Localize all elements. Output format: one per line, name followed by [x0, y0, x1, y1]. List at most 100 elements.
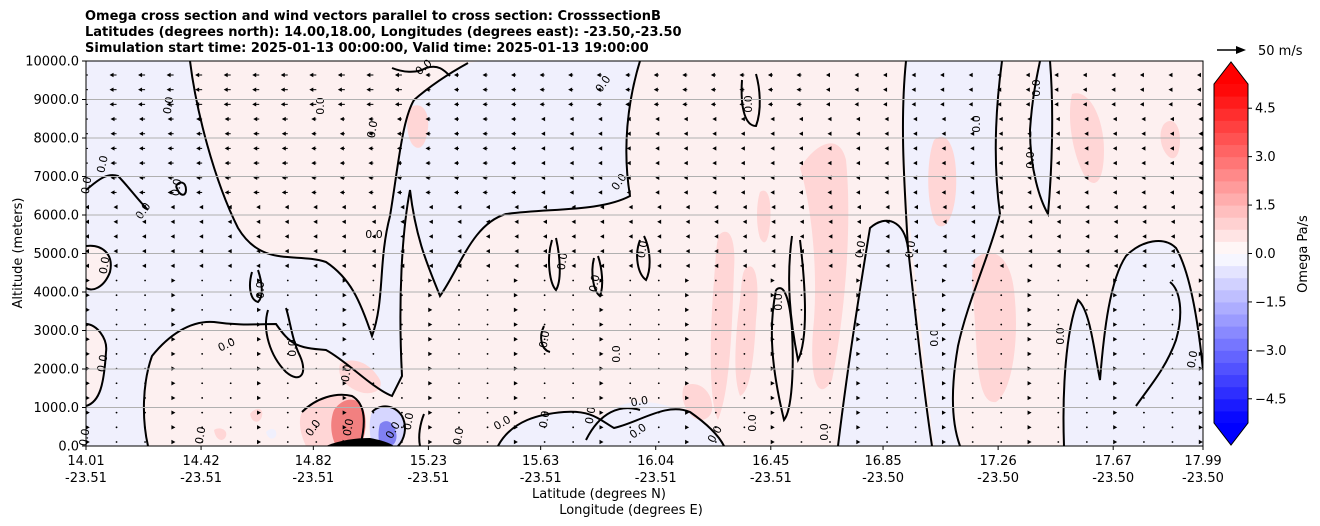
wind-vector [941, 381, 946, 386]
wind-vector [599, 351, 604, 357]
wind-vector [999, 248, 1004, 254]
x-tick-label-latitude: 14.42 [182, 454, 219, 469]
wind-vector [1027, 322, 1032, 327]
contour-label: 0.0 [341, 418, 357, 437]
colorbar-tick-label: −4.5 [1255, 392, 1287, 407]
wind-vector [81, 102, 85, 106]
wind-vector [337, 87, 342, 92]
colorbar-level [1214, 205, 1248, 218]
omega-region-negative-maximum [378, 421, 397, 446]
wind-vector [657, 263, 662, 269]
wind-vector [629, 397, 632, 399]
wind-vector [800, 308, 803, 311]
wind-vector [854, 72, 859, 78]
wind-vector [856, 204, 861, 210]
wind-vector [342, 381, 347, 386]
wind-vector [1199, 219, 1203, 224]
wind-vector [885, 219, 890, 224]
contour-label: 0.0 [537, 330, 553, 349]
wind-vector [284, 204, 289, 210]
zero-contour-line [175, 181, 188, 196]
wind-vector [1197, 87, 1201, 92]
colorbar-tick-label: −3.0 [1255, 344, 1287, 359]
contour-label: 0.0 [630, 394, 649, 410]
wind-vector [1112, 116, 1117, 122]
wind-vector [252, 87, 257, 92]
zero-contour-line [837, 219, 909, 446]
wind-vector [1141, 146, 1146, 151]
wind-vector [1085, 234, 1090, 239]
wind-vector [1027, 278, 1032, 283]
wind-vector [1057, 426, 1060, 429]
contour-label: 0.0 [451, 427, 467, 446]
wind-vector [626, 116, 631, 122]
wind-vector [86, 351, 90, 357]
wind-vector [856, 131, 861, 136]
wind-vector [281, 160, 286, 166]
contour-label: 0.0 [587, 274, 603, 293]
wind-vector [458, 426, 460, 429]
wind-vector [341, 219, 346, 224]
wind-vector [1198, 307, 1203, 313]
wind-vector [798, 190, 803, 195]
wind-vector [1055, 160, 1060, 166]
wind-vector [138, 72, 143, 78]
wind-vector [86, 204, 89, 210]
wind-vector [428, 248, 433, 254]
wind-vector [86, 248, 89, 254]
wind-vector [914, 308, 917, 311]
wind-vector [82, 117, 86, 121]
wind-vector [400, 263, 405, 269]
wind-vector [770, 160, 775, 166]
colorbar-level [1214, 289, 1248, 303]
wind-vector [685, 234, 690, 239]
wind-vector [657, 397, 660, 399]
wind-vector [541, 116, 546, 122]
wind-vector [599, 293, 604, 298]
wind-vector [856, 116, 861, 122]
wind-vector [942, 248, 947, 254]
wind-vector [886, 308, 888, 311]
wind-vector [771, 234, 776, 239]
wind-vector [486, 279, 489, 282]
wind-vector [1142, 248, 1147, 254]
wind-vector [115, 382, 118, 385]
wind-vector [655, 160, 660, 166]
wind-vector [425, 146, 430, 151]
wind-vector [281, 190, 286, 195]
wind-vector [827, 160, 832, 166]
wind-vector [829, 279, 831, 282]
wind-vector [337, 102, 342, 107]
wind-vector [798, 160, 803, 166]
colorbar-label: Omega Pa/s [1296, 215, 1311, 293]
wind-vector [1027, 337, 1032, 342]
colorbar-level [1214, 241, 1248, 254]
y-axis: 0.0 1000.0 2000.0 3000.0 4000.0 5000.0 6000.0 7… [25, 55, 86, 455]
wind-vector [144, 308, 146, 311]
contour-label: 0.0 [77, 428, 93, 447]
wind-vector [626, 131, 631, 136]
wind-vector [401, 353, 403, 355]
wind-vector [914, 323, 917, 326]
wind-vector [227, 234, 232, 239]
wind-vector [600, 248, 605, 254]
wind-vector [257, 439, 262, 445]
wind-vector [201, 323, 204, 326]
contour-label: 0.0 [401, 412, 417, 431]
wind-vector [657, 204, 662, 210]
colorbar-tick-label: −1.5 [1255, 295, 1287, 310]
wind-vector [229, 353, 232, 355]
wind-vector [86, 307, 90, 312]
wind-vector [1169, 190, 1174, 195]
wind-vector [657, 411, 660, 414]
wind-vector [1143, 426, 1145, 429]
wind-vector [337, 72, 342, 78]
colorbar-level [1214, 132, 1248, 146]
wind-vector [428, 439, 433, 445]
wind-vector [543, 204, 548, 210]
wind-vector [229, 411, 232, 414]
wind-vector [1084, 116, 1089, 122]
wind-vector [1198, 190, 1203, 195]
wind-vector [229, 397, 232, 399]
wind-vector [139, 131, 144, 136]
